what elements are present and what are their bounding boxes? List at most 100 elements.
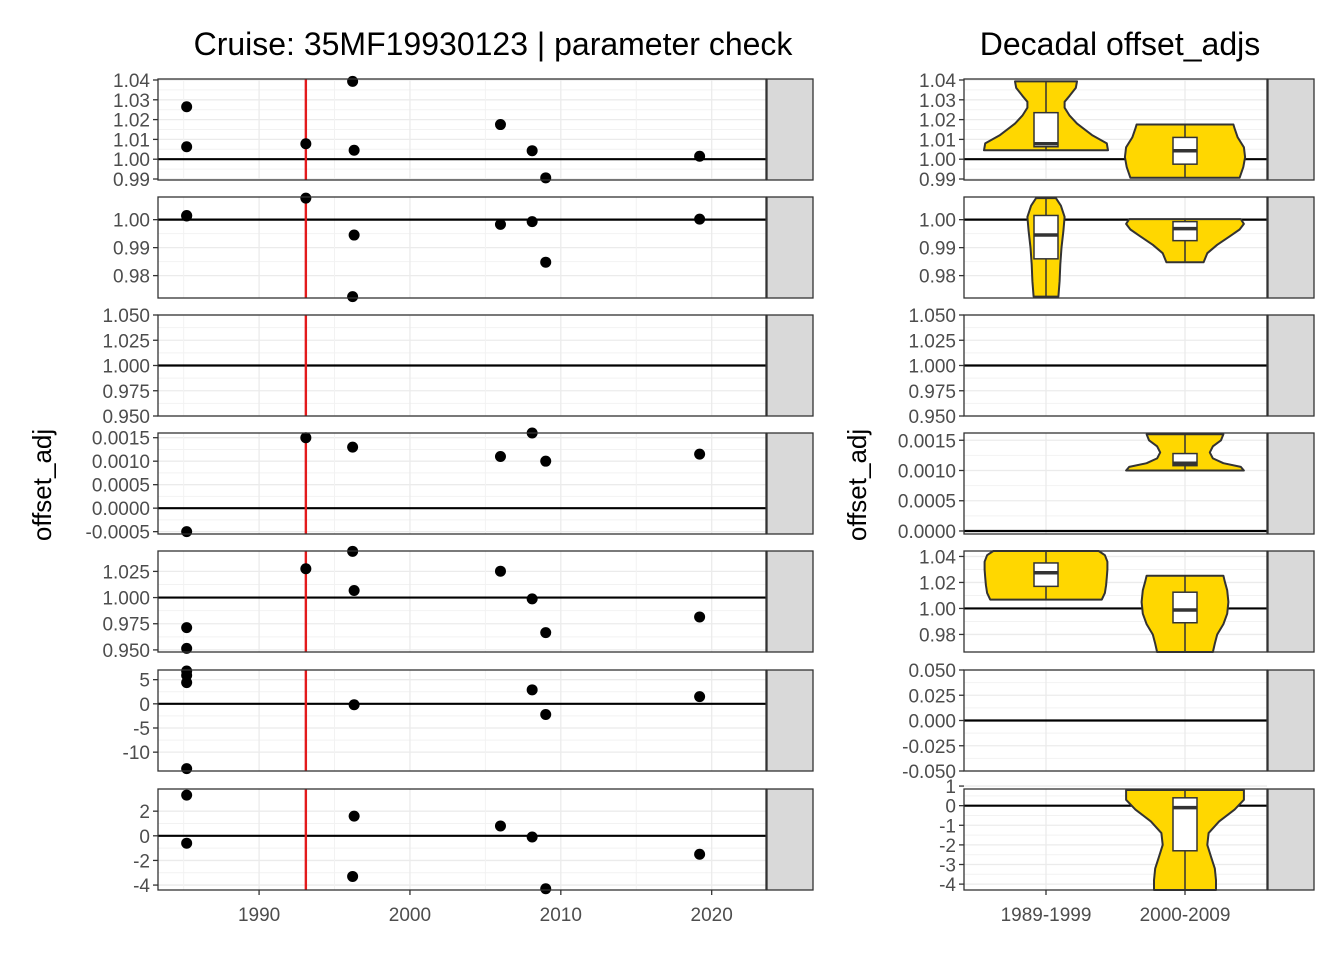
data-point-silicate	[526, 593, 538, 605]
panel-border	[157, 550, 767, 653]
panel-border	[963, 314, 1268, 417]
x-category-label: 2000-2009	[1140, 905, 1231, 926]
x-tick-label: 2000	[389, 905, 431, 926]
data-point-talk	[526, 684, 538, 696]
y-tick-label: 0.0000	[898, 522, 956, 543]
data-point-nitrate	[181, 101, 193, 113]
y-tick-label: 1.02	[919, 573, 956, 594]
panel-background	[158, 670, 766, 771]
data-point-nitrate	[526, 145, 538, 157]
data-point-oxygen	[540, 256, 552, 268]
y-tick-label: 0.025	[908, 686, 956, 707]
y-tick-label: 0.950	[908, 407, 956, 428]
y-tick-label: -1	[939, 816, 956, 837]
data-point-tco2	[694, 848, 706, 860]
x-tick-label: 2010	[540, 905, 582, 926]
y-tick-label: 0.975	[102, 382, 150, 403]
y-tick-label: -2	[939, 836, 956, 857]
data-point-nitrate	[347, 75, 359, 87]
panel-border	[963, 78, 1268, 181]
y-tick-label: 0.0015	[92, 429, 150, 450]
y-tick-label: 5	[139, 671, 150, 692]
y-tick-label: -0.050	[902, 762, 956, 783]
box-iqr	[1172, 797, 1198, 852]
box-iqr	[1172, 591, 1198, 624]
box-iqr	[1033, 111, 1059, 148]
strip-background	[766, 78, 814, 181]
data-point-nitrate	[694, 150, 706, 162]
y-tick-label: 1.01	[113, 130, 150, 151]
data-point-talk	[181, 763, 193, 775]
strip-background	[766, 432, 814, 535]
y-tick-label: -10	[123, 743, 150, 764]
y-tick-label: 1.050	[102, 306, 150, 327]
panel-border	[157, 196, 767, 299]
right-chart-title: Decadal offset_adjs	[980, 26, 1260, 62]
strip-background	[1267, 314, 1315, 417]
y-tick-label: 0.99	[113, 170, 150, 191]
y-tick-label: 0.0015	[898, 431, 956, 452]
data-point-tco2	[494, 820, 506, 832]
data-point-salinity	[300, 432, 312, 444]
y-tick-label: 1.02	[919, 111, 956, 132]
data-point-nitrate	[494, 119, 506, 131]
y-tick-label: 0	[139, 827, 150, 848]
data-point-oxygen	[526, 216, 538, 228]
y-tick-label: 1.02	[113, 111, 150, 132]
data-point-silicate	[540, 627, 552, 639]
data-point-oxygen	[694, 213, 706, 225]
data-point-salinity	[347, 441, 359, 453]
box-iqr	[1172, 220, 1198, 242]
y-tick-label: 0.0005	[92, 476, 150, 497]
y-tick-label: 0.050	[908, 661, 956, 682]
y-tick-label: 1.000	[102, 589, 150, 610]
strip-background	[1267, 669, 1315, 772]
y-tick-label: 0.950	[102, 407, 150, 428]
strip-background	[1267, 432, 1315, 535]
y-tick-label: 1.03	[113, 91, 150, 112]
y-tick-label: 0.99	[919, 170, 956, 191]
y-tick-label: 0.975	[908, 382, 956, 403]
data-point-oxygen	[348, 229, 360, 241]
panel-border	[963, 550, 1268, 653]
data-point-nitrate	[300, 138, 312, 150]
y-tick-label: 1.00	[919, 211, 956, 232]
data-point-oxygen	[347, 291, 359, 303]
y-tick-label: 1.000	[102, 357, 150, 378]
data-point-silicate	[181, 642, 193, 654]
y-tick-label: 1.00	[113, 150, 150, 171]
strip-background	[1267, 78, 1315, 181]
data-point-nitrate	[540, 172, 552, 184]
data-point-salinity	[181, 526, 193, 538]
y-tick-label: 1.000	[908, 357, 956, 378]
strip-background	[766, 788, 814, 891]
data-point-nitrate	[181, 141, 193, 153]
strip-background	[766, 669, 814, 772]
strip-background	[1267, 196, 1315, 299]
data-point-silicate	[694, 611, 706, 623]
y-tick-label: -4	[939, 875, 956, 896]
y-tick-label: -4	[133, 876, 150, 897]
y-tick-label: 0	[139, 695, 150, 716]
strip-background	[1267, 788, 1315, 891]
y-tick-label: -5	[133, 719, 150, 740]
y-tick-label: 0.98	[113, 267, 150, 288]
data-point-salinity	[494, 450, 506, 462]
data-point-oxygen	[494, 218, 506, 230]
box-iqr	[1033, 562, 1059, 588]
x-tick-label: 2020	[691, 905, 733, 926]
y-tick-label: 2	[139, 802, 150, 823]
data-point-nitrate	[348, 144, 360, 156]
panel-border	[157, 78, 767, 181]
data-point-tco2	[181, 789, 193, 801]
data-point-salinity	[540, 455, 552, 467]
left-y-axis-label: offset_adj	[27, 429, 57, 541]
y-tick-label: 0.99	[113, 239, 150, 260]
y-tick-label: 0.0000	[92, 499, 150, 520]
strip-background	[766, 550, 814, 653]
data-point-talk	[348, 699, 360, 711]
left-chart-title: Cruise: 35MF19930123 | parameter check	[194, 26, 794, 62]
data-point-talk	[694, 691, 706, 703]
y-tick-label: 0.98	[919, 267, 956, 288]
